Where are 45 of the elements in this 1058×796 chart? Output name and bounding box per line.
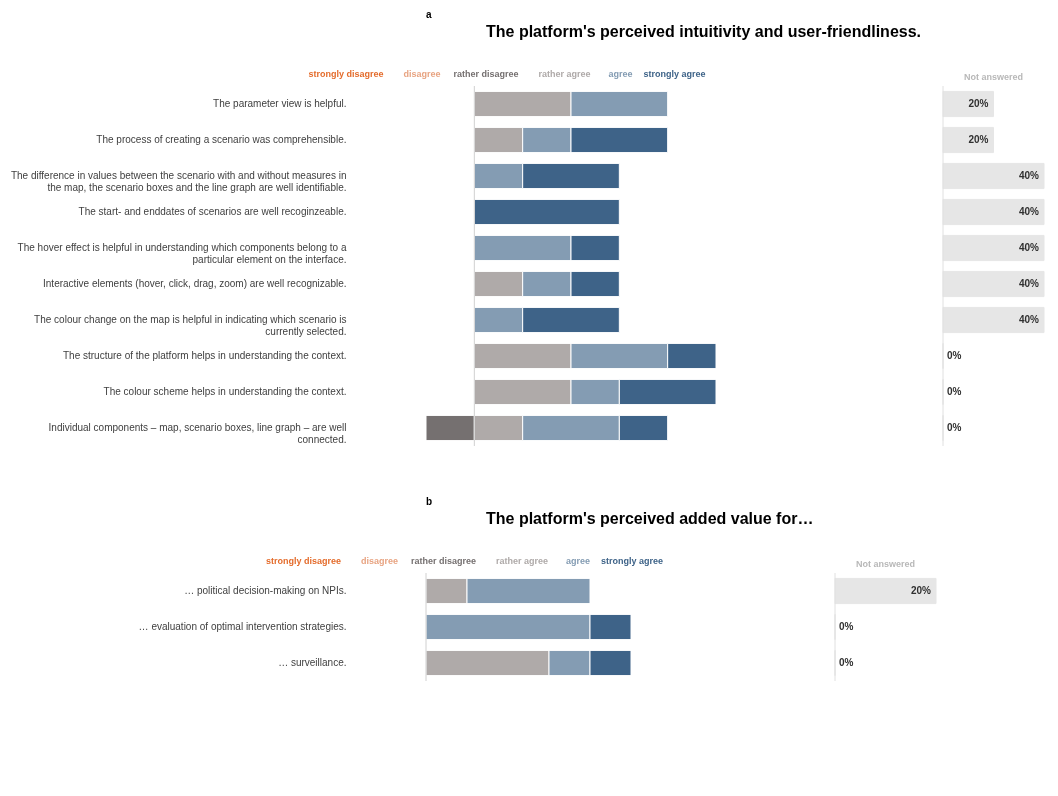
data-label: 20% <box>910 585 932 596</box>
y-tick-label: … surveillance. <box>278 657 347 668</box>
legend-label: strongly disagree <box>308 69 384 79</box>
data-label: 0% <box>947 350 962 361</box>
y-tick-label: The parameter view is helpful. <box>213 98 347 109</box>
chart-title: Not answered <box>963 71 1024 82</box>
data-label: 40% <box>1018 170 1040 181</box>
data-label: 0% <box>947 422 962 433</box>
y-tick-label: The process of creating a scenario was comprehensible. <box>96 134 347 145</box>
text: rather disagree <box>453 69 519 79</box>
legend-label: disagree <box>361 556 399 566</box>
series-label: agree <box>608 69 633 79</box>
data-label: 40% <box>1018 206 1040 217</box>
text: b <box>426 496 433 507</box>
y-tick-label: The difference in values between the scenario with and without measures in the map, the scenario boxes and the line graph are well identifiable. <box>10 170 347 193</box>
legend-label: disagree <box>403 69 441 79</box>
text: strongly agree <box>643 69 706 79</box>
text: a <box>426 9 432 20</box>
y-tick-label: … evaluation of optimal intervention strategies. <box>138 621 347 632</box>
data-label: 0% <box>947 386 962 397</box>
y-tick-label: The colour scheme helps in understanding the context. <box>103 386 347 397</box>
y-tick-label: The hover effect is helpful in understanding which components belong to a particular element on the interface. <box>17 242 347 265</box>
data-label: 40% <box>1018 314 1040 325</box>
legend-label: strongly disagree <box>266 556 342 566</box>
y-tick-label: The start- and enddates of scenarios are well recoginzeable. <box>78 206 347 217</box>
y-tick-label: The colour change on the map is helpful in indicating which scenario is currently selected. <box>34 314 347 337</box>
y-tick-label: Individual components – map, scenario boxes, line graph – are well connected. <box>48 422 347 445</box>
data-label: 20% <box>968 98 989 109</box>
bar <box>473 198 620 226</box>
data-label: 40% <box>1018 242 1040 253</box>
legend-label: rather disagree <box>411 556 477 566</box>
chart-title: Not answered <box>855 558 916 569</box>
series-label: rather agree <box>538 69 591 79</box>
text: strongly agree <box>601 556 664 566</box>
y-tick-label: The structure of the platform helps in understanding the context. <box>63 350 347 361</box>
data-label: 20% <box>968 134 989 145</box>
series-label: agree <box>566 556 591 566</box>
chart-title: The platform's perceived added value for… <box>486 510 814 527</box>
data-label: 0% <box>839 621 854 632</box>
y-tick-label: Interactive elements (hover, click, drag, zoom) are well recognizable. <box>43 278 347 289</box>
chart-title: The platform's perceived intuitivity and user-friendliness. <box>486 23 922 40</box>
data-label: 0% <box>839 657 854 668</box>
text: rather agree <box>496 556 549 566</box>
y-tick-label: … political decision-making on NPIs. <box>184 585 347 596</box>
data-label: 40% <box>1018 278 1040 289</box>
